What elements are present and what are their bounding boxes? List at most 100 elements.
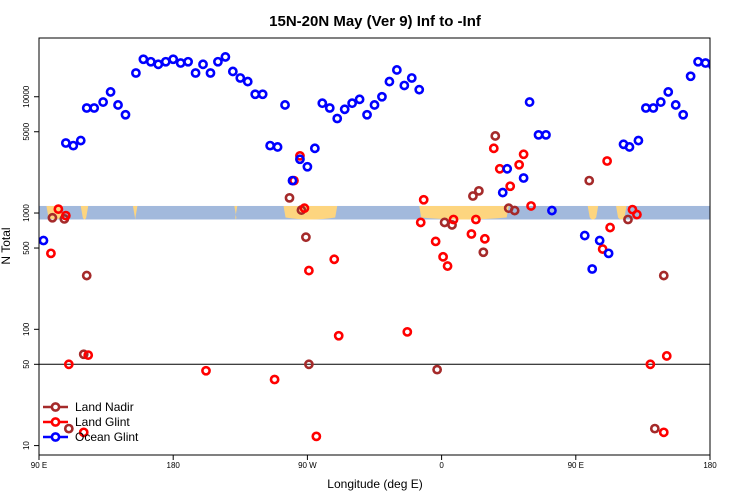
land-glint-point bbox=[295, 150, 305, 161]
land-segment bbox=[80, 205, 89, 220]
ocean-glint-point bbox=[145, 56, 156, 67]
ocean-glint-point bbox=[693, 56, 703, 67]
legend-marker-ocean-glint bbox=[50, 432, 61, 442]
land-nadir-point bbox=[303, 359, 314, 370]
land-nadir-point bbox=[284, 192, 295, 203]
land-nadir-point bbox=[658, 270, 669, 281]
ocean-glint-point bbox=[655, 97, 666, 107]
ocean-glint-point bbox=[406, 73, 417, 83]
land-nadir-point bbox=[584, 175, 595, 186]
land-glint-point bbox=[303, 265, 314, 276]
land-glint-point bbox=[418, 194, 429, 205]
ocean-glint-point bbox=[190, 68, 201, 78]
ocean-glint-point bbox=[272, 142, 283, 152]
land-glint-point bbox=[658, 427, 669, 438]
land-segment bbox=[419, 205, 509, 220]
land-glint-point bbox=[518, 149, 529, 160]
land-glint-point bbox=[53, 204, 64, 215]
x-tick-label: 90 E bbox=[568, 461, 584, 470]
ocean-glint-point bbox=[81, 103, 92, 113]
x-tick-label: 90 E bbox=[31, 461, 47, 470]
y-tick-label: 500 bbox=[22, 241, 31, 255]
land-nadir-point bbox=[63, 423, 74, 434]
land-glint-point bbox=[632, 209, 642, 220]
ocean-glint-point bbox=[183, 56, 194, 67]
ocean-glint-point bbox=[138, 54, 149, 65]
ocean-glint-point bbox=[624, 142, 635, 152]
ocean-glint-point bbox=[502, 163, 513, 174]
land-glint-point bbox=[602, 156, 613, 166]
ocean-glint-point bbox=[98, 97, 109, 107]
ocean-glint-point bbox=[497, 187, 508, 198]
land-glint-point bbox=[514, 159, 525, 170]
ocean-glint-point bbox=[384, 76, 395, 87]
land-segment bbox=[587, 205, 599, 220]
land-glint-point bbox=[488, 143, 499, 154]
ocean-glint-point bbox=[39, 235, 49, 246]
land-segment bbox=[132, 205, 138, 220]
y-axis: 10 50 100 500 1000 5000 10000 bbox=[22, 85, 39, 450]
y-tick-label: 5000 bbox=[22, 122, 31, 140]
ocean-glint-point bbox=[168, 54, 179, 65]
land-nadir-point bbox=[490, 131, 501, 141]
land-glint-point bbox=[329, 254, 340, 265]
ocean-glint-point bbox=[377, 91, 387, 102]
land-glint-point bbox=[415, 217, 426, 228]
y-tick-label: 10000 bbox=[22, 85, 31, 108]
ocean-glint-point bbox=[524, 97, 535, 107]
background-band bbox=[39, 205, 710, 220]
ocean-glint-point bbox=[302, 161, 313, 172]
ocean-glint-point bbox=[220, 52, 231, 62]
ocean-glint-point bbox=[309, 143, 320, 154]
points-layer bbox=[39, 52, 731, 442]
ocean-glint-point bbox=[198, 59, 208, 70]
ocean-glint-point bbox=[663, 87, 674, 97]
land-nadir-point bbox=[78, 349, 89, 360]
land-glint-point bbox=[597, 244, 608, 254]
y-tick-label: 1000 bbox=[22, 204, 31, 222]
ocean-glint-point bbox=[324, 103, 335, 113]
land-glint-point bbox=[430, 236, 441, 247]
land-nadir-point bbox=[47, 212, 58, 223]
ocean-glint-point bbox=[227, 66, 238, 77]
ocean-glint-point bbox=[391, 65, 402, 75]
ocean-glint-point bbox=[717, 58, 724, 65]
ocean-glint-point bbox=[579, 230, 590, 241]
legend-label-land-nadir: Land Nadir bbox=[75, 400, 134, 414]
land-glint-point bbox=[442, 261, 453, 271]
ocean-glint-point bbox=[724, 56, 731, 63]
ocean-glint-point bbox=[678, 109, 689, 120]
ocean-glint-point bbox=[242, 76, 253, 87]
ocean-glint-point bbox=[541, 129, 551, 140]
land-nadir-point bbox=[623, 214, 633, 225]
ocean-glint-point bbox=[60, 138, 71, 148]
ocean-glint-point bbox=[518, 173, 529, 183]
land-glint-point bbox=[645, 359, 656, 370]
ocean-glint-point bbox=[414, 84, 425, 95]
land-nadir-point bbox=[432, 364, 443, 375]
y-tick-label: 100 bbox=[22, 322, 31, 336]
land-glint-point bbox=[333, 330, 344, 341]
ocean-glint-point bbox=[547, 205, 557, 216]
legend-label-land-glint: Land Glint bbox=[75, 415, 130, 429]
legend-label-ocean-glint: Ocean Glint bbox=[75, 430, 139, 444]
land-glint-point bbox=[661, 351, 672, 361]
ocean-glint-point bbox=[295, 154, 305, 165]
land-glint-point bbox=[466, 229, 477, 239]
land-nadir-point bbox=[468, 191, 478, 201]
ocean-glint-point bbox=[708, 61, 710, 70]
ocean-glint-point bbox=[105, 87, 116, 97]
y-tick-label: 10 bbox=[22, 441, 31, 450]
ocean-glint-point bbox=[113, 100, 123, 110]
ocean-band bbox=[39, 205, 710, 220]
ocean-glint-point bbox=[685, 71, 696, 82]
land-segment bbox=[283, 205, 338, 220]
land-nadir-point bbox=[649, 423, 660, 434]
ocean-glint-point bbox=[640, 103, 651, 113]
ocean-glint-point bbox=[160, 56, 171, 67]
ocean-glint-point bbox=[369, 100, 380, 110]
ocean-glint-point bbox=[587, 264, 598, 274]
ocean-glint-point bbox=[594, 235, 605, 246]
